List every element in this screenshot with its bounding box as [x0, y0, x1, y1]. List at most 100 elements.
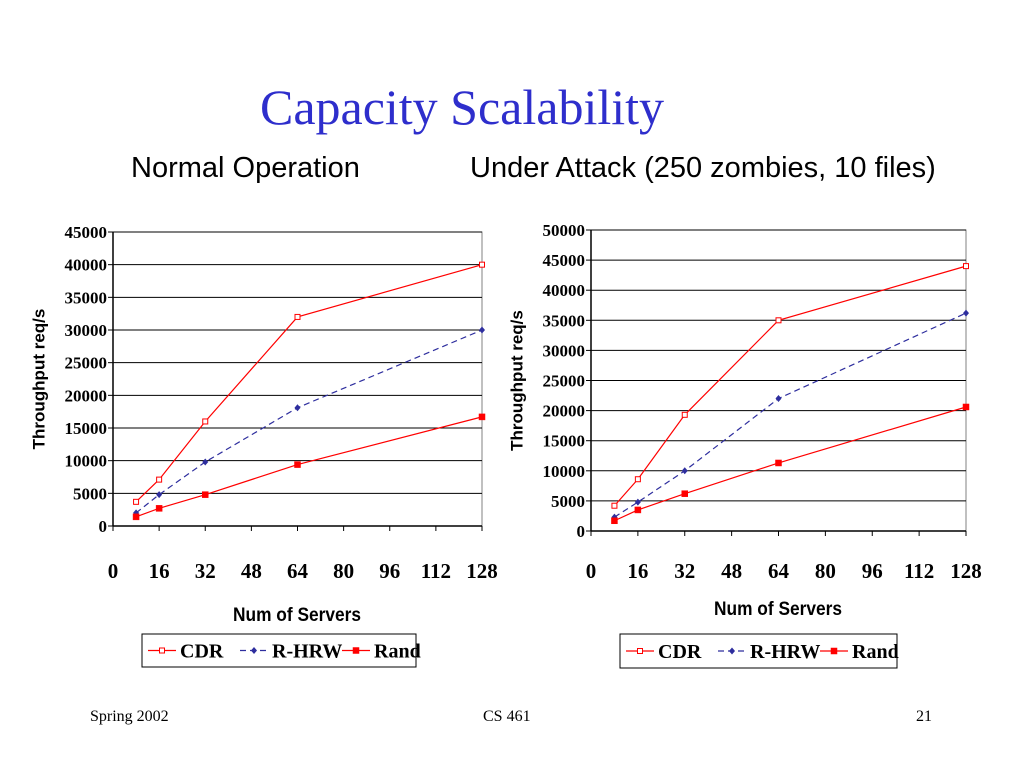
legend-marker — [159, 647, 165, 654]
y-tick-label: 45000 — [65, 223, 108, 242]
legend-box — [141, 633, 417, 668]
footer-date: Spring 2002 — [90, 708, 169, 725]
data-point — [294, 461, 301, 468]
x-tick-label: 80 — [815, 559, 836, 583]
legend-marker — [729, 647, 735, 655]
data-point — [156, 476, 163, 483]
data-point — [963, 309, 969, 317]
x-tick-label: 48 — [241, 559, 262, 583]
series-cdr — [611, 263, 969, 509]
x-tick-label: 96 — [862, 559, 883, 583]
series-rand — [132, 413, 486, 521]
data-point — [634, 498, 641, 506]
y-tick-label: 0 — [99, 517, 108, 536]
data-point — [132, 513, 140, 521]
data-point — [681, 490, 688, 497]
y-tick-label: 5000 — [551, 492, 585, 511]
slide-title: Capacity Scalability — [259, 79, 665, 135]
y-tick-label: 30000 — [543, 341, 586, 360]
data-point — [202, 418, 209, 425]
legend-label: CDR — [658, 641, 702, 663]
y-axis-label: Throughput req/s — [507, 310, 526, 451]
x-tick-label: 48 — [721, 559, 742, 583]
y-tick-label: 25000 — [543, 372, 586, 391]
y-tick-label: 40000 — [65, 256, 108, 275]
x-tick-label: 80 — [333, 559, 354, 583]
x-tick-label: 96 — [379, 559, 400, 583]
data-point — [775, 395, 782, 403]
data-point — [155, 505, 163, 512]
data-point — [611, 517, 618, 525]
data-point — [479, 326, 485, 334]
y-tick-label: 45000 — [543, 251, 586, 270]
y-tick-label: 20000 — [543, 402, 586, 421]
plot-area — [112, 231, 483, 527]
x-tick-label: 64 — [768, 559, 790, 583]
legend-label: R-HRW — [750, 641, 820, 663]
footer-page-number: 21 — [916, 708, 932, 725]
data-point — [202, 458, 209, 466]
series-rand — [611, 403, 970, 525]
data-point — [775, 459, 782, 467]
series-r-hrw — [611, 309, 969, 521]
data-point — [202, 491, 209, 498]
x-tick-label: 128 — [466, 559, 498, 583]
x-tick-label: 16 — [149, 559, 170, 583]
y-tick-label: 35000 — [65, 288, 108, 307]
x-axis-label: Num of Servers — [233, 605, 361, 626]
y-tick-label: 30000 — [65, 321, 108, 340]
x-tick-label: 16 — [627, 559, 648, 583]
x-tick-label: 112 — [904, 559, 934, 583]
data-point — [962, 403, 970, 411]
legend: CDR R-HRW Rand — [141, 633, 421, 668]
y-tick-label: 35000 — [543, 311, 586, 330]
legend-marker — [352, 647, 360, 654]
data-point — [156, 491, 163, 499]
data-point — [294, 404, 301, 412]
x-axis-label: Num of Servers — [714, 599, 842, 620]
y-tick-label: 40000 — [543, 281, 586, 300]
legend-label: R-HRW — [272, 641, 342, 663]
y-axis-label: Throughput req/s — [29, 309, 48, 450]
x-tick-label: 112 — [421, 559, 451, 583]
data-point — [634, 506, 642, 514]
data-point — [478, 413, 486, 421]
y-tick-label: 25000 — [65, 354, 108, 373]
y-tick-label: 50000 — [543, 221, 586, 240]
y-tick-label: 5000 — [73, 484, 107, 503]
x-tick-label: 0 — [586, 559, 597, 583]
x-tick-label: 0 — [108, 559, 119, 583]
legend-marker — [637, 648, 643, 654]
y-tick-label: 10000 — [543, 462, 586, 481]
legend-box — [619, 633, 898, 669]
y-tick-label: 0 — [577, 522, 586, 541]
data-point — [963, 263, 969, 270]
y-tick-label: 20000 — [65, 386, 108, 405]
data-point — [133, 498, 140, 505]
legend-marker — [830, 647, 838, 655]
legend: CDR R-HRW Rand — [619, 633, 899, 669]
x-tick-label: 128 — [950, 559, 982, 583]
footer-course: CS 461 — [483, 708, 531, 725]
x-tick-label: 64 — [287, 559, 309, 583]
y-tick-label: 15000 — [65, 419, 108, 438]
legend-label: Rand — [374, 641, 421, 663]
subtitle-under-attack: Under Attack (250 zombies, 10 files) — [470, 152, 936, 184]
series-cdr — [133, 261, 485, 505]
data-point — [775, 317, 782, 324]
data-point — [611, 502, 618, 509]
data-point — [479, 261, 485, 268]
data-point — [634, 476, 641, 483]
data-point — [681, 467, 688, 475]
y-tick-label: 10000 — [65, 452, 108, 471]
legend-label: Rand — [852, 641, 899, 663]
legend-label: CDR — [180, 641, 224, 663]
subtitle-normal-operation: Normal Operation — [131, 152, 360, 184]
x-tick-label: 32 — [674, 559, 695, 583]
data-point — [681, 411, 688, 418]
data-point — [294, 313, 301, 320]
legend-marker — [251, 647, 257, 654]
x-tick-label: 32 — [195, 559, 216, 583]
